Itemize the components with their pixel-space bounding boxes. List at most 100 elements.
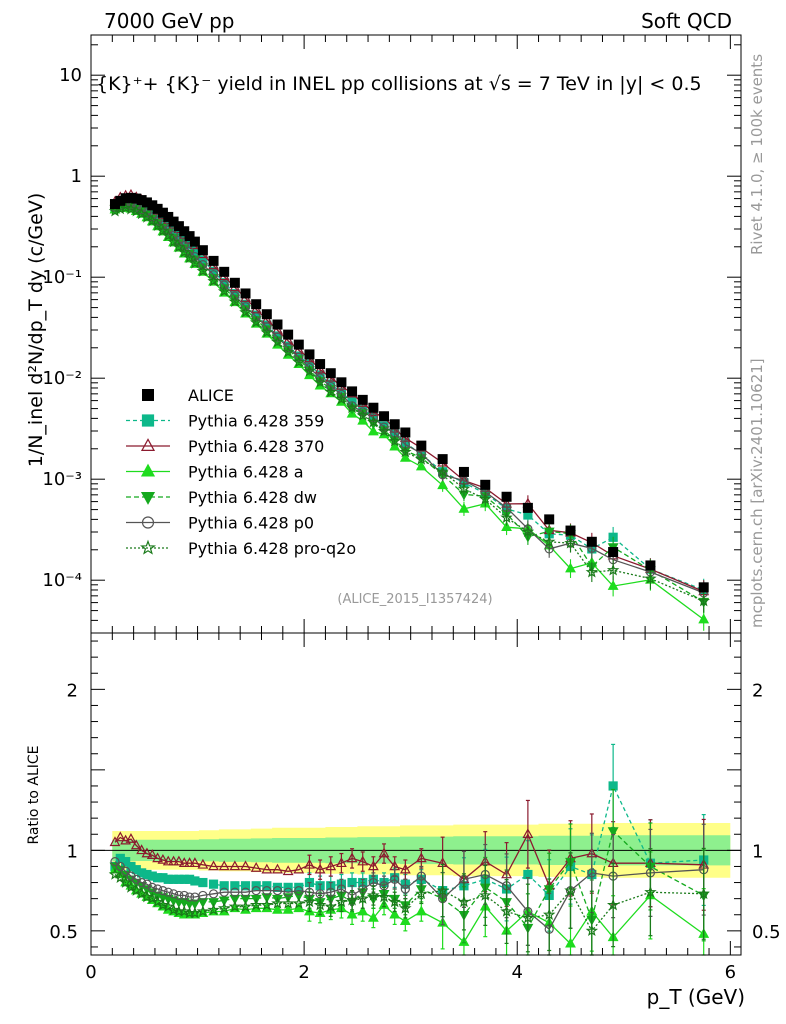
ratio-point [240,894,251,905]
header-right: Soft QCD [641,9,732,33]
series-point [377,424,391,437]
series-point [399,445,412,458]
ratio-band [91,823,741,878]
alice-point [565,525,576,536]
series-point [124,202,138,215]
legend-marker [140,492,156,505]
series-point [260,325,274,338]
ratio-point [294,885,304,896]
series-point [198,260,208,270]
ratio-point [136,844,148,855]
series-point [239,305,252,318]
x-tick-label: 6 [725,962,736,983]
alice-point [293,339,304,350]
x-tick-label: 4 [512,962,523,983]
series-point [388,434,401,447]
series-point [162,229,175,242]
alice-point [173,221,184,232]
ratio-point [314,863,326,874]
alice-point [208,255,219,266]
ratio-point [292,896,306,909]
series-point [230,291,240,301]
series-point [437,479,449,490]
ratio-point [313,898,327,911]
alice-point [197,245,208,256]
ratio-point [189,899,201,910]
ratio-point [251,881,261,891]
series-point [415,460,427,471]
ratio-point [114,831,126,842]
ratio-point [126,871,136,881]
y-tick-label: 10 [59,65,82,86]
ratio-point [282,903,294,914]
legend-label: Pythia 6.428 dw [188,488,317,507]
series-point [542,535,556,548]
series-point [172,240,186,253]
ratio-point [272,885,283,896]
y-tick-label: 10⁻² [42,368,82,389]
series-point [240,302,251,312]
ratio-point [189,857,201,868]
ratio-point [230,887,240,897]
ratio-point [208,860,219,871]
rivet-label: Rivet 4.1.0, ≥ 100k events [748,54,766,255]
legend-label: Pythia 6.428 370 [188,437,324,456]
series-point [167,235,180,248]
alice-point [357,394,368,405]
ratio-point [436,884,449,896]
ratio-point [168,889,179,899]
series-point [292,355,306,368]
ratio-point [151,895,164,908]
legend-marker [140,438,156,451]
mcplots-label: mcplots.cern.ch [arXiv:2401.10621] [748,358,766,628]
alice-point [131,193,142,204]
alice-point [368,402,379,413]
series-point [500,511,513,524]
alice-point [261,309,272,320]
ratio-point [644,885,657,898]
series-point [207,274,220,287]
x-tick-label: 2 [298,962,309,983]
series-point [183,251,196,264]
ratio-point [124,880,138,893]
y-axis-label: 1/N_inel d²N/dp_T dy (c/GeV) [25,193,47,468]
legend-label: Pythia 6.428 pro-q2o [188,539,356,558]
series-point [217,284,231,297]
alice-point [219,266,230,277]
ratio-point [607,827,619,838]
ratio-point [293,863,305,874]
ratio-point [230,881,240,891]
series-point [249,315,263,328]
ratio-point [324,900,337,913]
ratio-point [197,898,209,908]
ratio-point [606,898,620,911]
series-point [219,280,229,290]
legend-label: Pythia 6.428 p0 [188,514,314,533]
alice-point [400,427,411,438]
series-point [324,385,337,398]
alice-point [136,195,147,206]
series-point [146,214,159,227]
ratio-y-label: Ratio to ALICE [26,745,42,844]
ratio-point [135,887,148,900]
series-point [119,201,132,214]
ratio-point [325,860,337,871]
series-point [262,322,272,332]
ratio-point [565,937,576,948]
ratio-point [608,781,618,791]
ratio-point [367,860,379,871]
ratio-point [207,903,220,916]
ratio-point [198,877,208,888]
ratio-panel-marks [108,743,710,956]
series-point [313,375,327,388]
ratio-point [400,884,410,894]
ratio-point [479,888,492,901]
alice-point [179,226,190,237]
ratio-point [282,865,294,876]
ratio-point [184,892,195,902]
series-point [356,408,369,421]
ratio-point [251,885,261,896]
ratio-point [168,855,179,866]
series-point [303,364,316,377]
